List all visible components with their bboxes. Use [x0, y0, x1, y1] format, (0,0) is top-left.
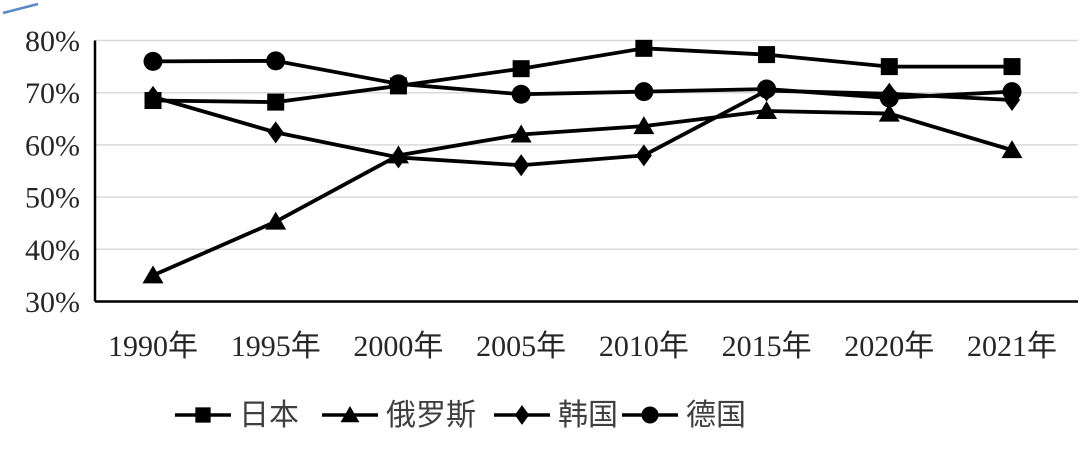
series-marker-korea-3 — [390, 146, 407, 169]
x-tick-label-2: 1995年 — [231, 330, 321, 363]
series-marker-germany-5 — [634, 82, 654, 102]
y-tick-label-50: 50% — [25, 182, 80, 215]
series-marker-russia-7 — [878, 103, 900, 122]
series-marker-germany-6 — [757, 79, 777, 99]
series-marker-korea-2 — [267, 121, 284, 144]
series-line-germany — [152, 58, 1013, 100]
legend-item-germany: 德国 — [622, 399, 746, 432]
legend-item-korea: 韩国 — [494, 399, 618, 432]
legend-marker-korea — [514, 405, 530, 425]
series-marker-russia-1 — [142, 265, 164, 284]
series-marker-japan-1 — [144, 92, 162, 110]
x-tick-label-4: 2005年 — [476, 330, 566, 363]
series-germany — [143, 51, 1022, 108]
x-tick-label-7: 2020年 — [844, 330, 934, 363]
legend-item-russia: 俄罗斯 — [322, 399, 476, 432]
series-marker-japan-2 — [267, 93, 285, 111]
series-marker-germany-1 — [143, 51, 163, 71]
series-japan — [144, 39, 1021, 111]
y-tick-label-80: 80% — [25, 25, 80, 58]
series-marker-russia-5 — [633, 116, 655, 135]
series-line-japan — [152, 46, 1012, 104]
series-marker-germany-7 — [879, 88, 899, 108]
legend-label-korea: 韩国 — [558, 399, 618, 432]
series-marker-korea-4 — [513, 154, 530, 177]
series-marker-russia-4 — [510, 124, 532, 143]
x-tick-label-1: 1990年 — [108, 330, 198, 363]
legend-item-japan: 日本 — [175, 399, 299, 432]
series-marker-japan-5 — [635, 39, 653, 57]
x-tick-label-5: 2010年 — [599, 330, 689, 363]
series-marker-germany-8 — [1002, 82, 1022, 102]
series-marker-japan-3 — [389, 77, 407, 95]
series-marker-japan-6 — [758, 46, 776, 64]
y-tick-label-40: 40% — [25, 234, 80, 267]
series-marker-russia-2 — [265, 211, 287, 230]
series-line-korea — [152, 88, 1013, 168]
legend-label-japan: 日本 — [239, 399, 299, 432]
series-marker-korea-5 — [635, 144, 652, 167]
legend-marker-japan — [195, 407, 211, 423]
legend-label-germany: 德国 — [686, 399, 746, 432]
series-marker-japan-7 — [880, 58, 898, 76]
x-tick-label-6: 2015年 — [722, 330, 812, 363]
series-marker-russia-8 — [1001, 140, 1023, 159]
x-tick-label-3: 2000年 — [353, 330, 443, 363]
series-line-russia — [152, 109, 1013, 278]
series-marker-germany-2 — [266, 51, 286, 71]
y-tick-label-60: 60% — [25, 129, 80, 162]
series-marker-japan-8 — [1003, 58, 1021, 76]
legend-marker-russia — [340, 406, 360, 423]
x-tick-label-8: 2021年 — [967, 330, 1057, 363]
series-marker-japan-4 — [512, 60, 530, 78]
legend-label-russia: 俄罗斯 — [386, 399, 476, 432]
series-marker-germany-4 — [511, 84, 531, 104]
y-tick-label-70: 70% — [25, 77, 80, 110]
y-tick-label-30: 30% — [25, 286, 80, 319]
legend-marker-germany — [641, 406, 659, 424]
corner-stroke-artifact — [2, 2, 39, 15]
series-marker-russia-6 — [756, 100, 778, 119]
legend: 日本 俄罗斯 韩国 德国 — [175, 399, 746, 432]
